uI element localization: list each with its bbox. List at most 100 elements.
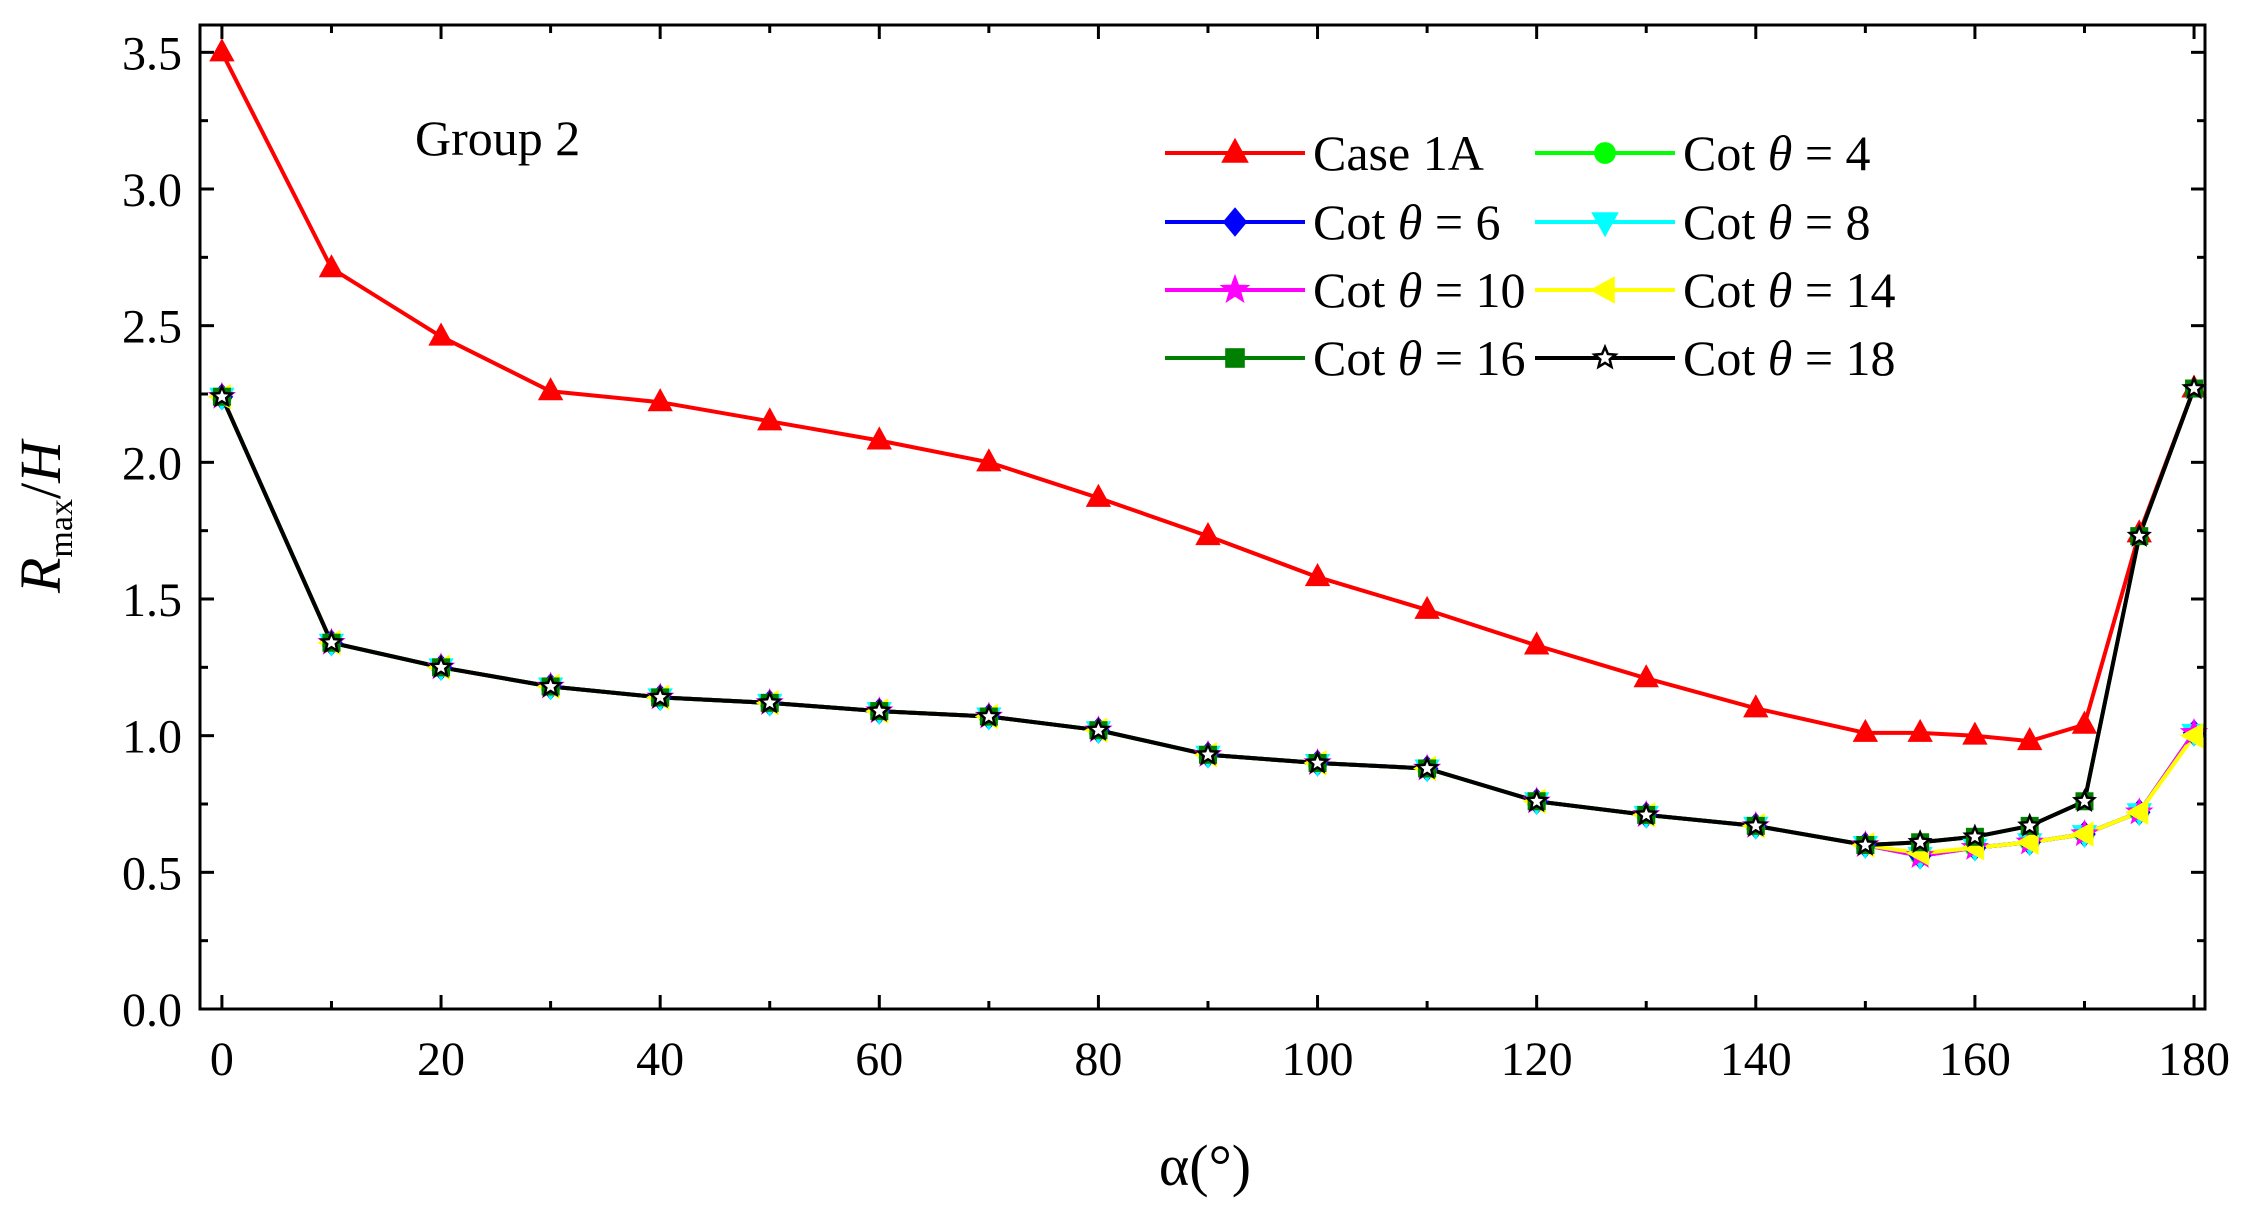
- data-point: [1852, 718, 1879, 742]
- data-point: [1219, 273, 1251, 304]
- legend-label-prefix: Cot: [1683, 194, 1768, 250]
- y-tick-label: 1.5: [122, 574, 182, 627]
- data-point: [2126, 522, 2152, 547]
- data-point: [537, 377, 564, 401]
- legend-label-suffix: = 6: [1422, 194, 1500, 250]
- series-markers: [207, 38, 2209, 871]
- data-point: [1962, 823, 1988, 848]
- legend-entry: Cot θ = 16: [1165, 330, 1526, 386]
- data-point: [976, 703, 1002, 728]
- data-point: [647, 684, 673, 709]
- data-point: [866, 426, 892, 450]
- y-tick-label: 2.5: [122, 301, 182, 354]
- data-point: [318, 254, 345, 278]
- data-point: [1743, 694, 1769, 718]
- y-axis-label-sub: max: [43, 499, 80, 558]
- legend-label: Cot θ = 16: [1313, 330, 1526, 386]
- legend-label-suffix: = 18: [1792, 330, 1895, 386]
- data-point: [866, 697, 892, 722]
- legend-label-suffix: = 4: [1792, 125, 1870, 181]
- data-point: [2015, 829, 2039, 855]
- series-line: [220, 51, 2196, 744]
- data-point: [2017, 812, 2043, 837]
- data-point: [1852, 831, 1879, 856]
- data-point: [318, 629, 345, 654]
- series-lines: [220, 51, 2196, 858]
- series-line: [220, 387, 2196, 847]
- data-point: [1414, 755, 1440, 780]
- data-point: [2125, 799, 2149, 825]
- legend-label: Cot θ = 18: [1683, 330, 1896, 386]
- legend-label: Cot θ = 14: [1683, 262, 1896, 318]
- legend-label-theta: θ: [1768, 125, 1793, 181]
- legend-label-prefix: Cot: [1683, 262, 1768, 318]
- data-point: [209, 38, 235, 62]
- legend-label-theta: θ: [1768, 194, 1793, 250]
- data-point: [1962, 721, 1988, 745]
- legend-label-prefix: Cot: [1313, 330, 1398, 386]
- group-annotation: Group 2: [415, 110, 580, 166]
- legend-label-theta: θ: [1398, 262, 1423, 318]
- y-tick-label: 3.5: [122, 27, 182, 80]
- data-point: [1304, 749, 1331, 774]
- plot-area: [200, 25, 2205, 1009]
- y-axis-label-h: H: [8, 438, 73, 484]
- x-tick-label: 80: [1074, 1033, 1122, 1086]
- legend-label: Cot θ = 4: [1683, 125, 1871, 181]
- legend-label-prefix: Cot: [1313, 194, 1398, 250]
- x-tick-label: 160: [1939, 1033, 2011, 1086]
- data-point: [1085, 483, 1112, 507]
- y-tick-label: 0.0: [122, 984, 182, 1037]
- data-point: [1591, 343, 1619, 370]
- legend-label-theta: θ: [1768, 262, 1793, 318]
- x-tick-label: 100: [1282, 1033, 1354, 1086]
- data-point: [1524, 788, 1550, 813]
- data-point: [1195, 522, 1221, 546]
- legend-label-theta: θ: [1768, 330, 1793, 386]
- legend-entry: Cot θ = 8: [1535, 194, 1871, 250]
- x-tick-label: 40: [636, 1033, 684, 1086]
- y-tick-label: 3.0: [122, 164, 182, 217]
- data-point: [1222, 207, 1248, 237]
- x-tick-label: 20: [417, 1033, 465, 1086]
- data-point: [1591, 212, 1619, 238]
- data-point: [428, 322, 454, 346]
- y-tick-label: 1.0: [122, 711, 182, 764]
- legend-label-prefix: Cot: [1683, 125, 1768, 181]
- legend-entry: Cot θ = 18: [1535, 330, 1896, 386]
- x-tick-label: 140: [1720, 1033, 1792, 1086]
- legend-label-theta: θ: [1398, 194, 1423, 250]
- data-point: [757, 689, 783, 714]
- data-point: [757, 407, 783, 431]
- legend-label: Cot θ = 10: [1313, 262, 1526, 318]
- data-point: [2179, 722, 2204, 749]
- data-point: [538, 673, 564, 698]
- y-axis-label-slash: /: [8, 482, 73, 499]
- y-tick-label: 2.0: [122, 437, 182, 490]
- x-tick-label: 120: [1501, 1033, 1573, 1086]
- data-point: [1594, 142, 1616, 164]
- data-point: [2181, 375, 2207, 400]
- data-point: [1221, 137, 1249, 163]
- data-point: [1633, 801, 1659, 826]
- legend-entry: Cot θ = 4: [1535, 125, 1871, 181]
- data-point: [1304, 563, 1331, 587]
- data-point: [2071, 710, 2098, 734]
- data-point: [1523, 631, 1550, 655]
- data-point: [1414, 595, 1440, 619]
- data-point: [1195, 741, 1221, 766]
- legend-entry: Cot θ = 14: [1535, 262, 1896, 318]
- legend-label: Case 1A: [1313, 125, 1484, 181]
- data-point: [1589, 276, 1615, 304]
- legend-entry: Cot θ = 6: [1165, 194, 1501, 250]
- y-axis-label: Rmax/H: [8, 438, 80, 594]
- y-tick-label: 0.5: [122, 847, 182, 900]
- data-point: [1633, 664, 1659, 688]
- data-point: [1907, 718, 1933, 742]
- data-point: [209, 383, 235, 408]
- x-tick-label: 180: [2158, 1033, 2230, 1086]
- legend-label-suffix: = 14: [1792, 262, 1895, 318]
- axis-ticks: 0 20 40 60 80 100 120 140 160 180 0.0 0.5 1.0 1.5 2.0 2…: [122, 25, 2230, 1086]
